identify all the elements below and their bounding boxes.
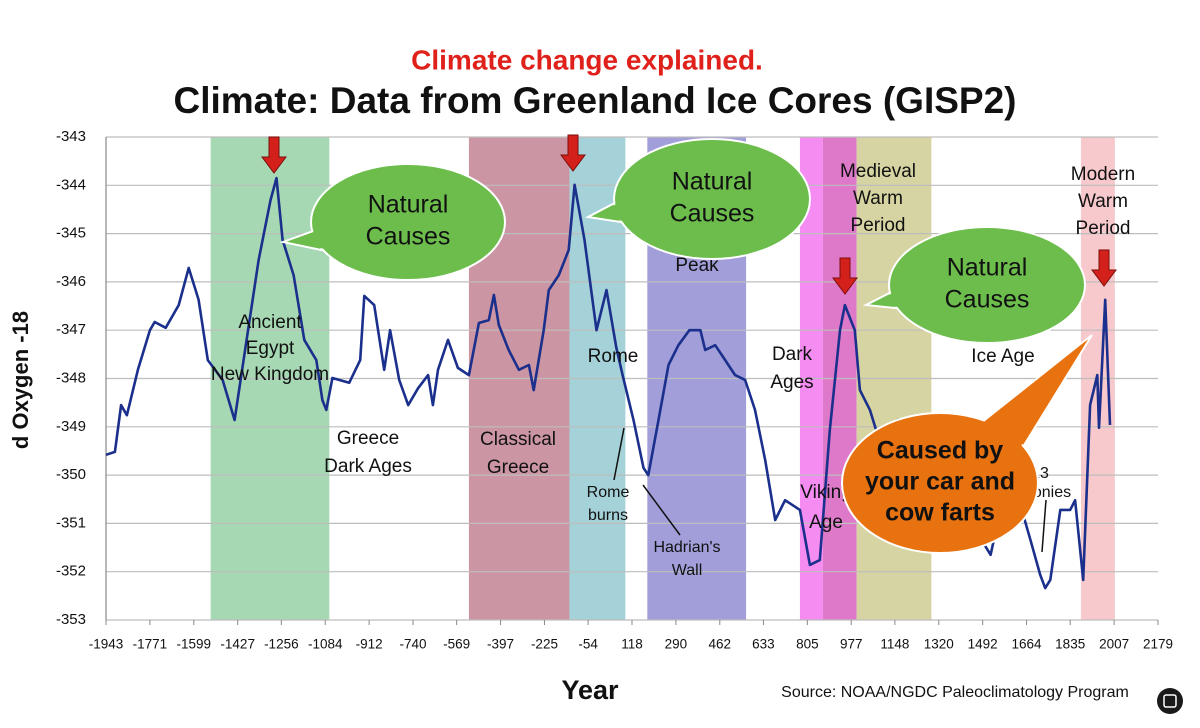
x-tick-label: 1320 xyxy=(924,637,954,652)
annotation: Dark xyxy=(772,344,813,365)
x-tick-label: -1771 xyxy=(133,637,168,652)
corner-icon-glyph xyxy=(1163,694,1177,708)
annotation: Ancient xyxy=(238,312,302,333)
annotation: Greece xyxy=(337,428,399,449)
annotation: Period xyxy=(1076,218,1131,239)
y-axis-label: d Oxygen -18 xyxy=(8,311,33,449)
y-tick-label: -346 xyxy=(56,273,86,290)
callout-text: your car and xyxy=(865,468,1015,496)
annotation: Medieval xyxy=(840,161,916,182)
annotation: Dark Ages xyxy=(324,456,412,477)
callout-text: Natural xyxy=(368,191,449,219)
callout-text: Caused by xyxy=(877,437,1004,465)
y-tick-label: -353 xyxy=(56,611,86,628)
y-tick-label: -348 xyxy=(56,369,86,386)
annotation: Age xyxy=(809,512,843,533)
y-tick-label: -350 xyxy=(56,466,86,483)
annotation: Modern xyxy=(1071,164,1135,185)
x-tick-label: -740 xyxy=(400,637,427,652)
red-arrow xyxy=(261,136,287,174)
callout-text: Natural xyxy=(947,254,1028,282)
annotation: burns xyxy=(588,507,628,524)
x-tick-label: -1943 xyxy=(89,637,124,652)
x-tick-label: 462 xyxy=(709,637,732,652)
callout-text: Causes xyxy=(945,286,1030,314)
x-tick-label: -569 xyxy=(443,637,470,652)
annotation: Viking xyxy=(800,482,851,503)
y-tick-label: -344 xyxy=(56,176,86,193)
x-tick-label: 977 xyxy=(840,637,863,652)
plot: -353 -352 -351 -350 -349 -348 -347 -346 -345 -344… xyxy=(56,128,1173,652)
x-tick-label: -225 xyxy=(531,637,558,652)
source-note: Source: NOAA/NGDC Paleoclimatology Progr… xyxy=(781,684,1129,701)
chart-title: Climate: Data from Greenland Ice Cores (… xyxy=(173,80,1016,121)
x-tick-label: -912 xyxy=(356,637,383,652)
annotation: Greece xyxy=(487,457,549,478)
callout xyxy=(310,163,506,281)
red-arrow xyxy=(560,134,586,172)
annotation: Rome xyxy=(587,484,630,501)
annotation: Rome xyxy=(588,346,639,367)
callout xyxy=(613,138,811,260)
callout-text: Natural xyxy=(672,168,753,196)
x-tick-label: 1664 xyxy=(1012,637,1043,652)
callout-text: Causes xyxy=(366,223,451,251)
x-tick-label: -1084 xyxy=(308,637,343,652)
annotation: Ice Age xyxy=(971,346,1034,367)
x-tick-label: 2007 xyxy=(1099,637,1129,652)
pointer xyxy=(613,427,625,481)
y-tick-label: -349 xyxy=(56,418,86,435)
x-tick-label: 118 xyxy=(621,637,643,652)
pointer xyxy=(642,484,681,536)
pointer xyxy=(1041,499,1047,553)
x-tick-label: 1835 xyxy=(1055,637,1085,652)
x-tick-label: -397 xyxy=(487,637,514,652)
callout-joint xyxy=(592,194,645,225)
x-tick-label: -1427 xyxy=(220,637,255,652)
corner-icon xyxy=(1157,688,1183,714)
y-tick-label: -351 xyxy=(56,514,86,531)
y-tick-label: -347 xyxy=(56,321,86,338)
annotation: Hadrian's xyxy=(653,539,720,556)
x-tick-label: 805 xyxy=(796,637,819,652)
annotation: Ages xyxy=(770,372,813,393)
red-arrow xyxy=(1091,249,1117,287)
callout xyxy=(841,412,1039,554)
x-tick-label: 633 xyxy=(752,637,775,652)
x-tick-label: -1256 xyxy=(264,637,299,652)
annotation: Period xyxy=(851,215,906,236)
x-tick-label: 290 xyxy=(665,637,688,652)
annotation: Warm xyxy=(853,188,903,209)
y-tick-label: -345 xyxy=(56,225,86,242)
callout-text: cow farts xyxy=(885,499,995,527)
annotation: Peak xyxy=(675,255,719,276)
callout-text: Causes xyxy=(670,200,755,228)
x-tick-label: 1492 xyxy=(968,637,998,652)
x-tick-label: 1148 xyxy=(880,637,909,652)
y-tick-label: -352 xyxy=(56,563,86,580)
callout-joint xyxy=(978,340,1086,461)
callout-joint xyxy=(288,224,350,255)
annotation: Classical xyxy=(480,429,556,450)
annotation: Warm xyxy=(1078,191,1128,212)
callout xyxy=(888,226,1086,344)
annotation: New Kingdom xyxy=(211,364,329,385)
annotation: Egypt xyxy=(246,338,295,359)
annotation: Wall xyxy=(672,562,703,579)
callout-joint xyxy=(870,284,920,310)
x-tick-label: -54 xyxy=(578,637,598,652)
chart-subtitle: Climate change explained. xyxy=(411,44,763,75)
x-tick-label: -1599 xyxy=(177,637,212,652)
x-tick-label: 2179 xyxy=(1143,637,1173,652)
x-axis-label: Year xyxy=(561,675,619,705)
y-tick-label: -343 xyxy=(56,128,86,145)
red-arrow xyxy=(832,257,858,295)
